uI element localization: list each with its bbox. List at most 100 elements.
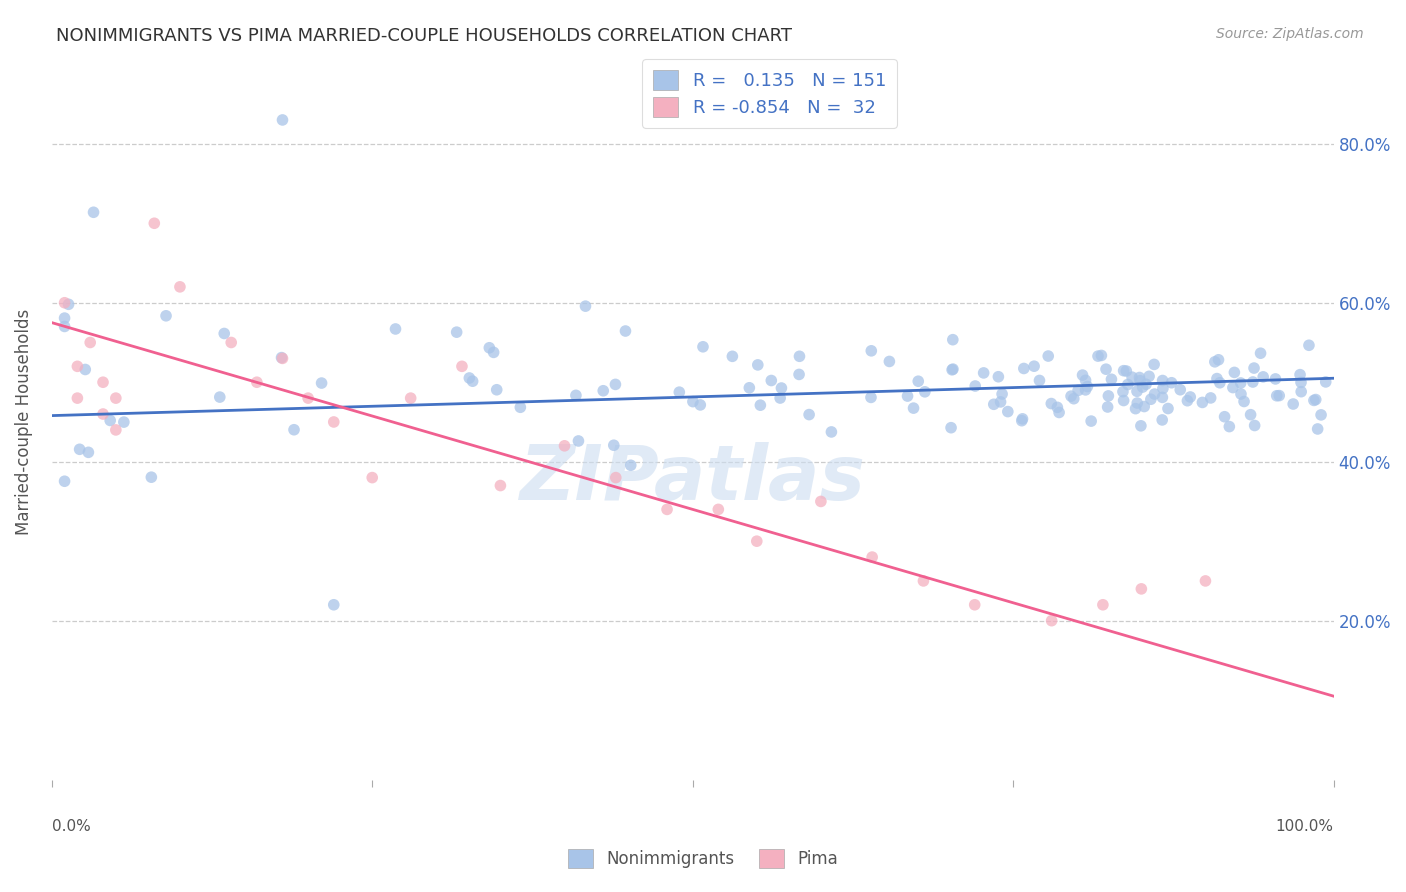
- Point: [1305, 392, 1327, 407]
- Point: [1222, 381, 1244, 395]
- Point: [1112, 364, 1135, 378]
- Point: [1177, 393, 1199, 408]
- Point: [1223, 365, 1246, 379]
- Point: [574, 299, 596, 313]
- Point: [461, 374, 484, 388]
- Point: [689, 398, 711, 412]
- Point: [941, 363, 963, 377]
- Point: [965, 379, 987, 393]
- Point: [1040, 396, 1063, 410]
- Point: [143, 216, 166, 230]
- Point: [1121, 370, 1143, 384]
- Point: [91, 407, 114, 421]
- Point: [112, 415, 135, 429]
- Point: [446, 325, 468, 339]
- Point: [1126, 396, 1149, 410]
- Point: [1268, 389, 1291, 403]
- Point: [797, 408, 820, 422]
- Point: [489, 478, 512, 492]
- Point: [58, 297, 80, 311]
- Point: [1080, 414, 1102, 428]
- Point: [79, 335, 101, 350]
- Point: [1128, 370, 1150, 384]
- Point: [1090, 348, 1112, 362]
- Point: [1074, 383, 1097, 397]
- Point: [1243, 418, 1265, 433]
- Point: [789, 349, 811, 363]
- Point: [747, 358, 769, 372]
- Point: [553, 439, 575, 453]
- Point: [1112, 384, 1135, 399]
- Point: [1289, 384, 1312, 399]
- Point: [208, 390, 231, 404]
- Text: 0.0%: 0.0%: [52, 819, 90, 834]
- Point: [912, 574, 935, 588]
- Point: [1095, 362, 1118, 376]
- Point: [478, 341, 501, 355]
- Point: [1091, 598, 1114, 612]
- Point: [1209, 376, 1232, 390]
- Point: [605, 470, 627, 484]
- Point: [761, 374, 783, 388]
- Point: [1024, 359, 1046, 374]
- Point: [1135, 377, 1157, 392]
- Point: [1071, 368, 1094, 383]
- Point: [787, 368, 810, 382]
- Point: [1199, 391, 1222, 405]
- Text: NONIMMIGRANTS VS PIMA MARRIED-COUPLE HOUSEHOLDS CORRELATION CHART: NONIMMIGRANTS VS PIMA MARRIED-COUPLE HOU…: [56, 27, 792, 45]
- Point: [155, 309, 177, 323]
- Point: [1074, 373, 1097, 387]
- Point: [990, 395, 1012, 409]
- Point: [485, 383, 508, 397]
- Point: [745, 534, 768, 549]
- Point: [1129, 374, 1152, 388]
- Point: [1060, 389, 1083, 403]
- Point: [1143, 387, 1166, 401]
- Point: [1152, 390, 1174, 404]
- Point: [212, 326, 235, 341]
- Point: [1152, 381, 1174, 395]
- Point: [169, 280, 191, 294]
- Point: [738, 381, 761, 395]
- Point: [509, 401, 531, 415]
- Point: [451, 359, 474, 374]
- Point: [1132, 380, 1154, 394]
- Point: [896, 389, 918, 403]
- Legend: Nonimmigrants, Pima: Nonimmigrants, Pima: [561, 843, 845, 875]
- Point: [66, 359, 89, 374]
- Point: [1011, 412, 1033, 426]
- Point: [91, 376, 114, 390]
- Point: [271, 112, 294, 127]
- Point: [903, 401, 925, 416]
- Point: [53, 295, 76, 310]
- Point: [1140, 392, 1163, 407]
- Point: [104, 423, 127, 437]
- Point: [53, 311, 76, 326]
- Point: [769, 391, 792, 405]
- Point: [399, 391, 422, 405]
- Point: [1160, 376, 1182, 390]
- Point: [322, 415, 344, 429]
- Point: [942, 333, 965, 347]
- Point: [271, 351, 294, 366]
- Point: [939, 420, 962, 434]
- Point: [1243, 361, 1265, 376]
- Point: [1289, 376, 1312, 390]
- Point: [1206, 371, 1229, 385]
- Point: [1152, 374, 1174, 388]
- Point: [1046, 401, 1069, 415]
- Point: [1125, 401, 1147, 416]
- Point: [384, 322, 406, 336]
- Point: [907, 374, 929, 388]
- Point: [592, 384, 614, 398]
- Point: [1157, 401, 1180, 416]
- Point: [270, 351, 292, 365]
- Point: [860, 343, 883, 358]
- Point: [283, 423, 305, 437]
- Point: [1191, 395, 1213, 409]
- Point: [1250, 346, 1272, 360]
- Point: [1040, 614, 1063, 628]
- Point: [1306, 422, 1329, 436]
- Point: [53, 319, 76, 334]
- Point: [104, 391, 127, 405]
